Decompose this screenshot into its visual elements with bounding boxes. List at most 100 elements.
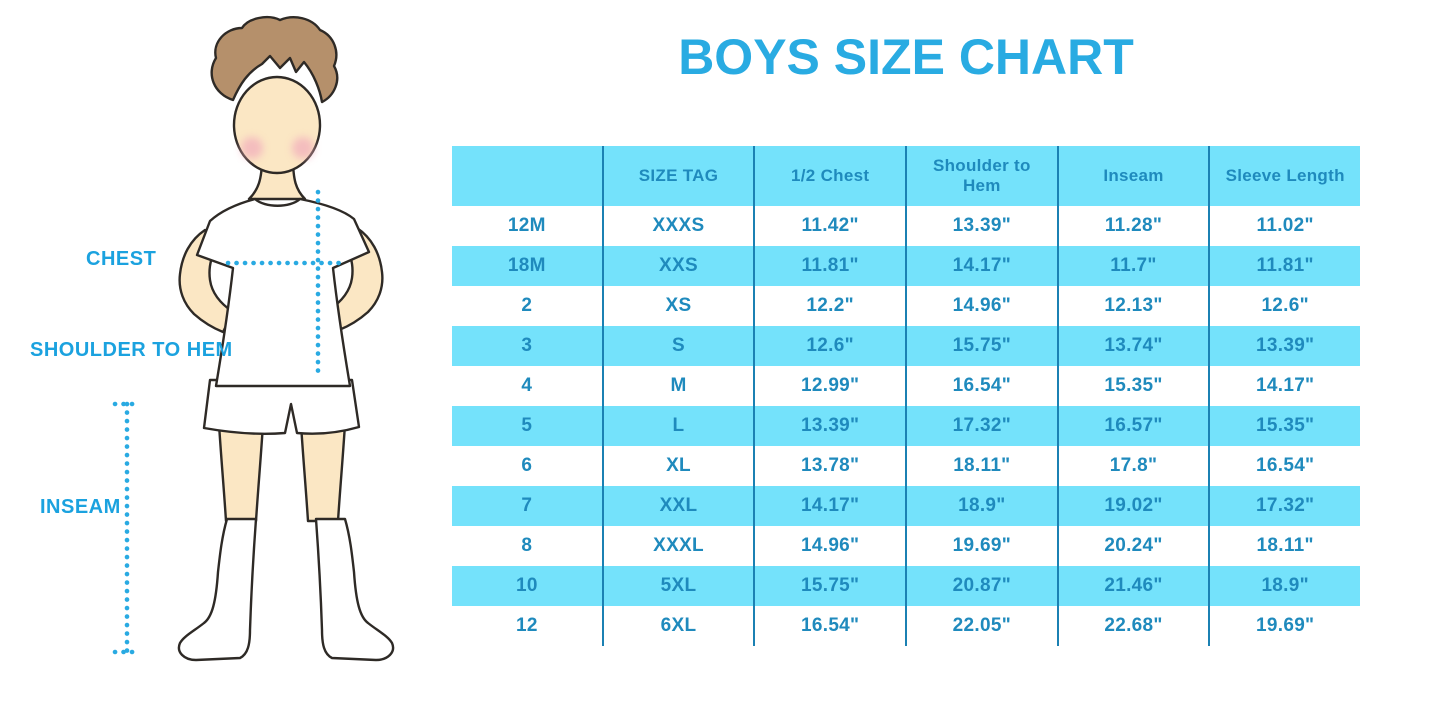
table-row: 6 XL 13.78" 18.11" 17.8" 16.54" bbox=[452, 446, 1360, 486]
value-cell: XS bbox=[604, 286, 756, 326]
table-row: 10 5XL 15.75" 20.87" 21.46" 18.9" bbox=[452, 566, 1360, 606]
value-cell: 21.46" bbox=[1059, 566, 1211, 606]
boy-hair bbox=[210, 16, 339, 104]
value-cell: 19.69" bbox=[907, 526, 1059, 566]
table-row: 12M XXXS 11.42" 13.39" 11.28" 11.02" bbox=[452, 206, 1360, 246]
boy-right-sock bbox=[314, 517, 395, 662]
value-cell: 14.17" bbox=[755, 486, 908, 526]
table-row: 3 S 12.6" 15.75" 13.74" 13.39" bbox=[452, 326, 1360, 366]
value-cell: 15.75" bbox=[755, 566, 908, 606]
boy-face bbox=[232, 75, 322, 175]
value-cell: 11.7" bbox=[1059, 246, 1211, 286]
size-cell: 3 bbox=[452, 326, 604, 366]
value-cell: 22.05" bbox=[907, 606, 1059, 646]
table-row: 2 XS 12.2" 14.96" 12.13" 12.6" bbox=[452, 286, 1360, 326]
value-cell: 14.17" bbox=[1256, 375, 1315, 396]
value-cell: 18.9" bbox=[907, 486, 1059, 526]
value-cell: 13.78" bbox=[755, 446, 908, 486]
value-cell: 13.74" bbox=[1059, 326, 1211, 366]
size-cell: 5 bbox=[452, 406, 604, 446]
table-row: 18M XXS 11.81" 14.17" 11.7" 11.81" bbox=[452, 246, 1360, 286]
boy-left-cheek bbox=[241, 137, 263, 159]
boy-right-arm bbox=[327, 226, 384, 332]
value-cell: 22.68" bbox=[1059, 606, 1211, 646]
value-cell: 14.17" bbox=[907, 246, 1059, 286]
value-cell: 19.69" bbox=[1256, 615, 1315, 636]
header-cell: Inseam bbox=[1059, 146, 1211, 206]
boy-left-leg bbox=[217, 422, 265, 523]
value-cell: XXXS bbox=[604, 206, 756, 246]
value-cell: 18.9" bbox=[1261, 575, 1309, 596]
header-cell: SIZE TAG bbox=[604, 146, 756, 206]
value-cell: XXXL bbox=[604, 526, 756, 566]
size-cell: 7 bbox=[452, 486, 604, 526]
value-cell: 11.42" bbox=[755, 206, 908, 246]
value-cell: XXL bbox=[604, 486, 756, 526]
value-cell: 12.99" bbox=[755, 366, 908, 406]
value-cell: M bbox=[604, 366, 756, 406]
value-cell: 19.02" bbox=[1059, 486, 1211, 526]
value-cell: 12.6" bbox=[1261, 295, 1309, 316]
header-cell: Shoulder to Hem bbox=[907, 146, 1059, 206]
value-cell: 12.6" bbox=[755, 326, 908, 366]
value-cell: 16.54" bbox=[907, 366, 1059, 406]
value-cell: 14.96" bbox=[755, 526, 908, 566]
value-cell: 15.75" bbox=[907, 326, 1059, 366]
value-cell: 15.35" bbox=[1059, 366, 1211, 406]
table-row: 4 M 12.99" 16.54" 15.35" 14.17" bbox=[452, 366, 1360, 406]
value-cell: 18.11" bbox=[907, 446, 1059, 486]
value-cell: XL bbox=[604, 446, 756, 486]
value-cell: 6XL bbox=[604, 606, 756, 646]
table-header-row: SIZE TAG 1/2 Chest Shoulder to Hem Inseam Sl… bbox=[452, 146, 1360, 206]
value-cell: 13.39" bbox=[907, 206, 1059, 246]
size-cell: 4 bbox=[452, 366, 604, 406]
header-cell: 1/2 Chest bbox=[755, 146, 908, 206]
value-cell: 12.13" bbox=[1059, 286, 1211, 326]
value-cell: 13.39" bbox=[1256, 335, 1315, 356]
table-row: 5 L 13.39" 17.32" 16.57" 15.35" bbox=[452, 406, 1360, 446]
page-title: BOYS SIZE CHART bbox=[678, 29, 1134, 85]
inseam-label: INSEAM bbox=[40, 496, 121, 518]
value-cell: 15.35" bbox=[1256, 415, 1315, 436]
value-cell: 13.39" bbox=[755, 406, 908, 446]
value-cell: 16.54" bbox=[755, 606, 908, 646]
table-row: 12 6XL 16.54" 22.05" 22.68" 19.69" bbox=[452, 606, 1360, 646]
value-cell: XXS bbox=[604, 246, 756, 286]
boy-right-cheek bbox=[292, 137, 314, 159]
header-cell bbox=[452, 146, 604, 206]
boy-illustration bbox=[112, 16, 395, 662]
value-cell: 5XL bbox=[604, 566, 756, 606]
value-cell: 20.24" bbox=[1059, 526, 1211, 566]
boy-shorts bbox=[202, 378, 361, 435]
boy-left-arm bbox=[178, 228, 235, 334]
value-cell: 11.81" bbox=[1256, 255, 1314, 276]
value-cell: 16.57" bbox=[1059, 406, 1211, 446]
value-cell: 20.87" bbox=[907, 566, 1059, 606]
value-cell: 11.02" bbox=[1256, 215, 1314, 236]
header-cell: Sleeve Length bbox=[1225, 165, 1345, 185]
size-cell: 8 bbox=[452, 526, 604, 566]
value-cell: S bbox=[604, 326, 756, 366]
size-table: SIZE TAG 1/2 Chest Shoulder to Hem Inseam Sl… bbox=[452, 146, 1360, 646]
size-cell: 6 bbox=[452, 446, 604, 486]
size-cell: 12 bbox=[452, 606, 604, 646]
value-cell: 17.8" bbox=[1059, 446, 1211, 486]
value-cell: 17.32" bbox=[1256, 495, 1315, 516]
chest-label: CHEST bbox=[86, 248, 157, 270]
boy-shirt bbox=[195, 197, 371, 388]
value-cell: 12.2" bbox=[755, 286, 908, 326]
value-cell: L bbox=[604, 406, 756, 446]
boy-left-sock bbox=[177, 517, 258, 662]
value-cell: 18.11" bbox=[1256, 535, 1314, 556]
shoulder-to-hem-label: SHOULDER TO HEM bbox=[30, 339, 233, 361]
size-cell: 2 bbox=[452, 286, 604, 326]
size-cell: 10 bbox=[452, 566, 604, 606]
value-cell: 11.81" bbox=[755, 246, 908, 286]
table-row: 7 XXL 14.17" 18.9" 19.02" 17.32" bbox=[452, 486, 1360, 526]
size-cell: 12M bbox=[452, 206, 604, 246]
value-cell: 17.32" bbox=[907, 406, 1059, 446]
value-cell: 16.54" bbox=[1256, 455, 1315, 476]
table-row: 8 XXXL 14.96" 19.69" 20.24" 18.11" bbox=[452, 526, 1360, 566]
boy-right-leg bbox=[299, 422, 347, 523]
